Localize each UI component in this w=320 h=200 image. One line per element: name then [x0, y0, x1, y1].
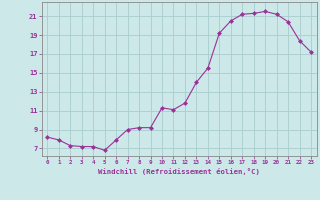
X-axis label: Windchill (Refroidissement éolien,°C): Windchill (Refroidissement éolien,°C): [98, 168, 260, 175]
